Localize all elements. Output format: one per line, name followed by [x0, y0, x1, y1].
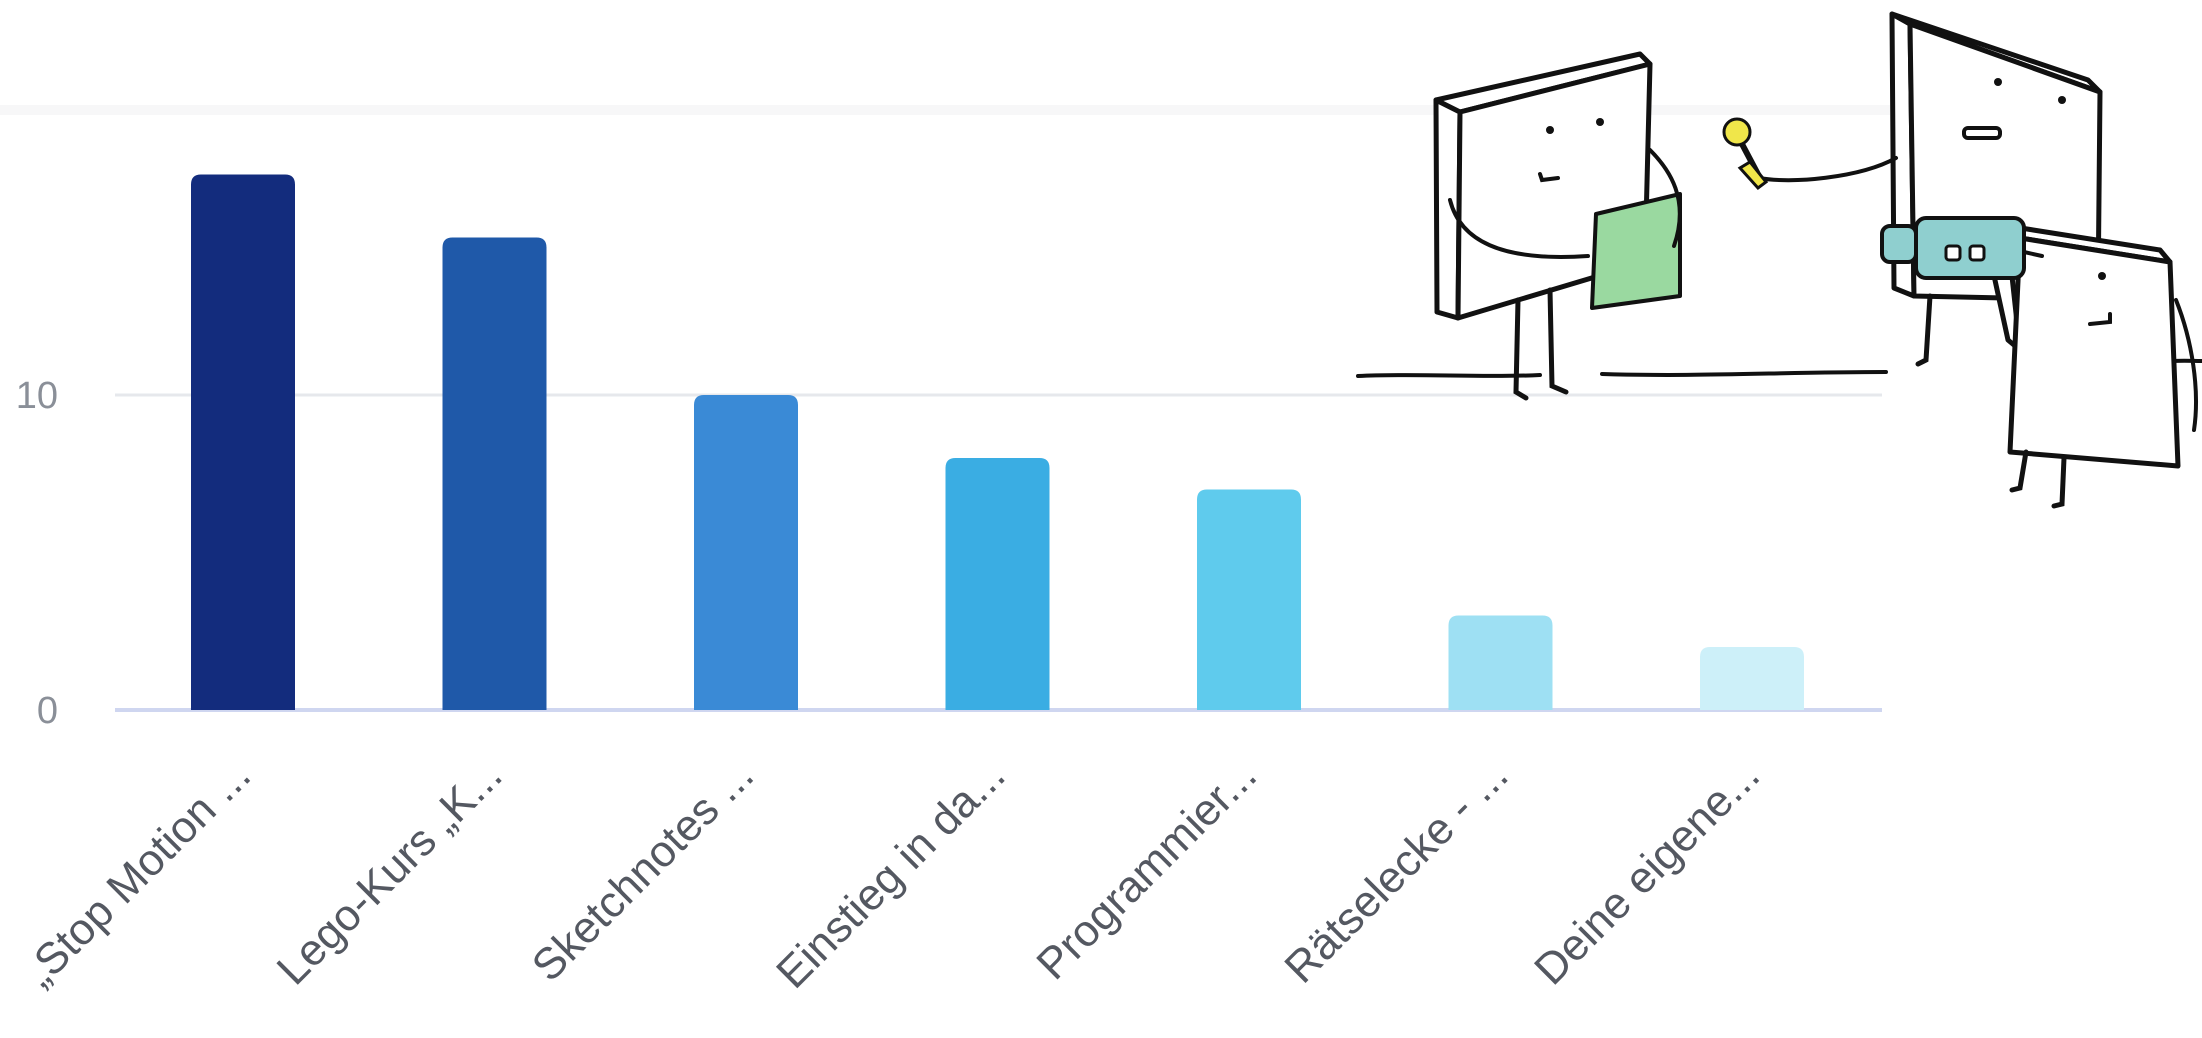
x-tick-label: „Stop Motion ...: [14, 750, 260, 996]
bar: [945, 458, 1050, 710]
bar: [191, 174, 295, 710]
camera-character-icon: [1880, 216, 2198, 509]
top-shade: [0, 105, 1890, 115]
bar: [1197, 489, 1301, 710]
bar: [694, 395, 798, 710]
left-character-icon: [1433, 51, 1682, 401]
x-tick-label: Deine eigene...: [1525, 750, 1769, 994]
y-tick-label: 10: [16, 375, 58, 417]
bars: [191, 174, 1804, 710]
x-axis-labels: „Stop Motion ... Lego-Kurs „K... Sketchnot…: [14, 750, 1769, 997]
x-tick-label: Rätselecke - ...: [1275, 750, 1517, 992]
x-tick-label: Lego-Kurs „K...: [268, 750, 512, 994]
x-tick-label: Sketchnotes ...: [523, 750, 763, 990]
reporters-interview-icon: [1356, 11, 2202, 509]
bar: [1448, 615, 1553, 710]
y-tick-label: 0: [37, 690, 58, 732]
x-tick-label: Einstieg in da...: [767, 750, 1014, 997]
bar: [1700, 647, 1804, 710]
x-tick-label: Programmier...: [1027, 750, 1266, 989]
y-axis-ticks: 0 10: [16, 375, 58, 732]
bar: [442, 237, 547, 710]
